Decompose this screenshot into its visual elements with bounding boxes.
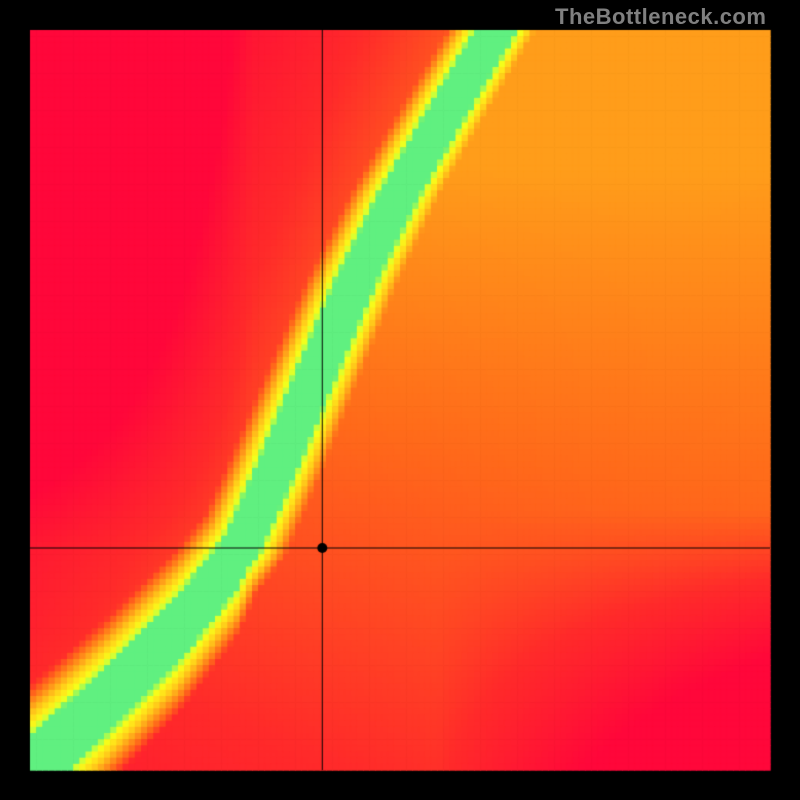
- chart-container: TheBottleneck.com: [0, 0, 800, 800]
- bottleneck-heatmap: [0, 0, 800, 800]
- watermark-text: TheBottleneck.com: [555, 4, 766, 30]
